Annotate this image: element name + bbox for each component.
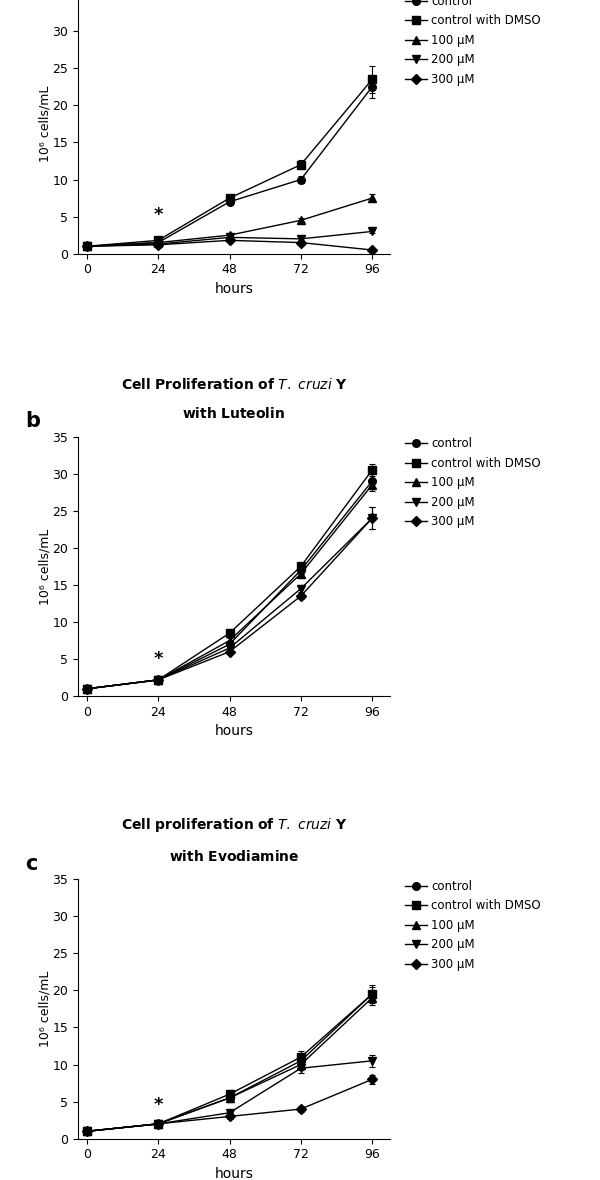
Y-axis label: 10⁶ cells/mL: 10⁶ cells/mL [38,86,51,162]
X-axis label: hours: hours [215,725,253,739]
Text: $\mathbf{with\ Evodiamine}$: $\mathbf{with\ Evodiamine}$ [169,848,299,864]
Text: c: c [25,854,37,874]
X-axis label: hours: hours [215,282,253,296]
X-axis label: hours: hours [215,1167,253,1180]
Text: b: b [25,412,40,432]
Text: *: * [154,206,163,224]
Text: *: * [154,1096,163,1114]
Legend: control, control with DMSO, 100 μM, 200 μM, 300 μM: control, control with DMSO, 100 μM, 200 … [405,0,541,86]
Legend: control, control with DMSO, 100 μM, 200 μM, 300 μM: control, control with DMSO, 100 μM, 200 … [405,880,541,971]
Text: $\mathbf{with\ Luteolin}$: $\mathbf{with\ Luteolin}$ [182,406,286,421]
Text: $\mathbf{Cell\ Proliferation\ of\ }\mathit{T.\ cruzi}\mathbf{\ Y}$: $\mathbf{Cell\ Proliferation\ of\ }\math… [121,376,347,392]
Y-axis label: 10⁶ cells/mL: 10⁶ cells/mL [38,971,51,1047]
Y-axis label: 10⁶ cells/mL: 10⁶ cells/mL [38,529,51,604]
Text: *: * [154,650,163,668]
Legend: control, control with DMSO, 100 μM, 200 μM, 300 μM: control, control with DMSO, 100 μM, 200 … [405,438,541,529]
Text: $\mathbf{Cell\ proliferation\ of\ }\mathit{T.\ cruzi}\mathbf{\ Y}$: $\mathbf{Cell\ proliferation\ of\ }\math… [121,817,347,834]
